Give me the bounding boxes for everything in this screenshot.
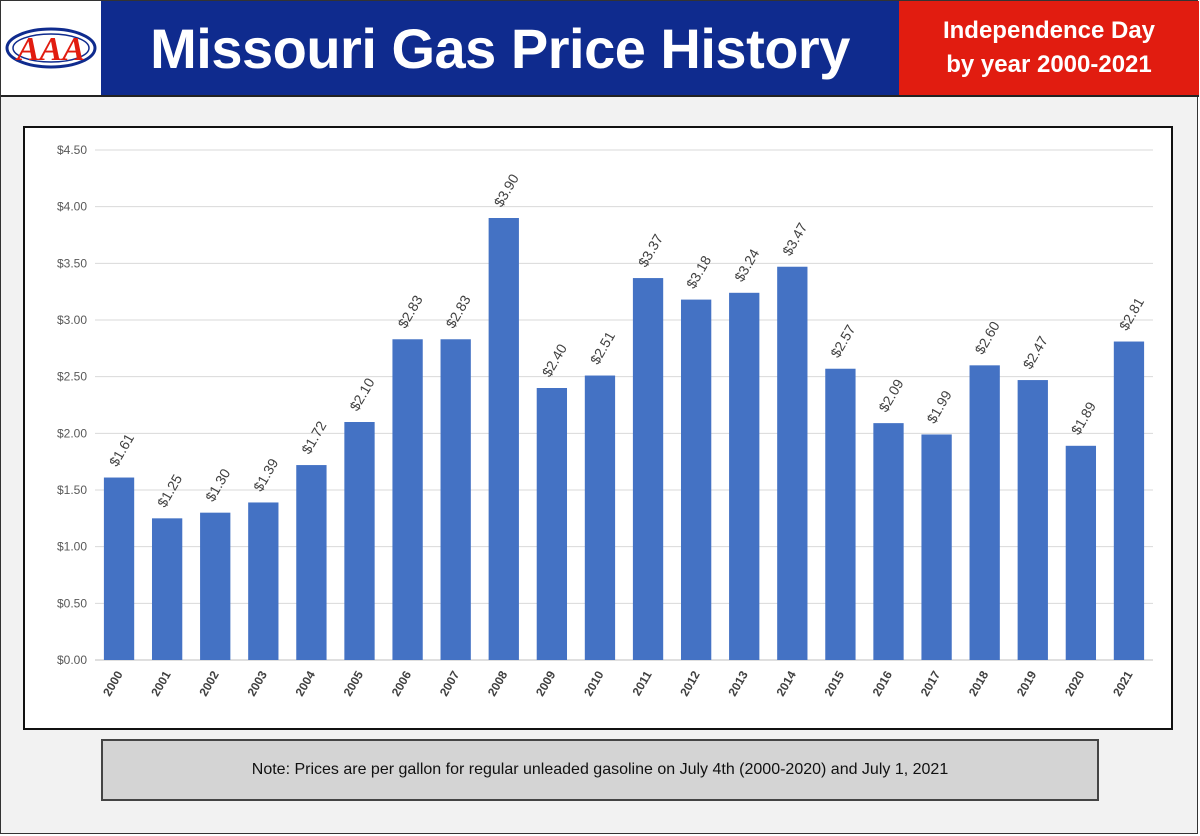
aaa-logo-icon: AAA <box>5 27 97 69</box>
chart-panel: $0.00 $0.50 $1.00 $1.50 $2.00 $2.50 $3.00 $3.50… <box>23 126 1173 730</box>
x-tick-label: 2016 <box>870 668 896 698</box>
bar <box>969 365 1000 660</box>
data-label: $1.99 <box>923 387 954 426</box>
subtitle-box: Independence Day by year 2000-2021 <box>899 1 1199 95</box>
bar-chart: $0.00 $0.50 $1.00 $1.50 $2.00 $2.50 $3.00 $3.50… <box>57 143 1153 699</box>
data-label: $2.09 <box>875 376 906 415</box>
note-box: Note: Prices are per gallon for regular … <box>101 739 1099 801</box>
x-tick-label: 2002 <box>196 668 222 698</box>
data-label: $2.81 <box>1116 295 1147 334</box>
x-tick-label: 2009 <box>533 668 559 698</box>
bar <box>1065 445 1097 660</box>
bar <box>200 512 231 660</box>
x-tick-label: 2008 <box>485 668 511 698</box>
y-tick-label: $2.00 <box>57 426 87 440</box>
bar <box>825 368 856 660</box>
note-text: Note: Prices are per gallon for regular … <box>251 761 949 778</box>
header-banner: AAA Missouri Gas Price History Independe… <box>1 1 1199 97</box>
bar <box>103 477 135 660</box>
bar <box>632 278 664 660</box>
data-label: $1.61 <box>106 431 137 470</box>
page-title: Missouri Gas Price History <box>150 16 850 80</box>
bar <box>536 388 568 660</box>
bar <box>873 423 904 660</box>
bar <box>296 465 327 660</box>
x-tick-label: 2000 <box>100 668 126 698</box>
x-tick-label: 2006 <box>389 668 415 698</box>
bar <box>392 339 423 660</box>
y-tick-label: $0.50 <box>57 596 87 610</box>
data-label: $2.10 <box>346 375 377 414</box>
x-tick-label: 2019 <box>1014 668 1040 698</box>
bar <box>248 502 279 660</box>
x-tick-label: 2005 <box>341 668 367 698</box>
bar <box>921 434 952 660</box>
data-label: $2.57 <box>827 322 858 361</box>
data-label: $1.72 <box>298 418 329 457</box>
data-label: $1.89 <box>1068 399 1099 438</box>
aaa-logo: AAA <box>1 1 101 95</box>
y-tick-label: $1.50 <box>57 483 87 497</box>
subtitle-line-2: by year 2000-2021 <box>946 51 1152 78</box>
x-tick-label: 2003 <box>244 668 270 698</box>
data-label: $3.18 <box>683 253 714 292</box>
x-tick-label: 2004 <box>293 668 319 698</box>
data-label: $2.83 <box>442 292 473 331</box>
bar <box>344 422 375 660</box>
bar <box>584 375 616 660</box>
data-label: $3.24 <box>731 246 762 285</box>
data-label: $2.83 <box>394 292 425 331</box>
data-label: $2.47 <box>1020 333 1051 372</box>
x-tick-label: 2012 <box>677 668 703 698</box>
bar <box>1017 380 1048 660</box>
subtitle-line-1: Independence Day <box>942 17 1156 44</box>
bar <box>488 218 519 660</box>
data-label: $1.39 <box>250 455 281 494</box>
bar <box>680 299 712 660</box>
data-label: $2.40 <box>539 341 570 380</box>
x-tick-label: 2020 <box>1062 668 1088 698</box>
x-tick-label: 2007 <box>437 668 463 698</box>
data-label: $3.47 <box>779 220 810 259</box>
bar <box>777 266 808 660</box>
data-label: $2.60 <box>971 318 1002 357</box>
x-tick-label: 2021 <box>1110 668 1136 698</box>
x-tick-label: 2011 <box>629 668 654 698</box>
data-label: $3.90 <box>491 171 522 210</box>
x-tick-label: 2014 <box>773 668 799 698</box>
y-tick-label: $2.50 <box>57 370 87 384</box>
bar <box>729 292 760 660</box>
x-tick-label: 2015 <box>822 668 848 698</box>
logo-text: AAA <box>15 31 85 68</box>
x-tick-label: 2017 <box>918 668 944 698</box>
bar <box>440 339 471 660</box>
x-tick-label: 2001 <box>148 668 174 698</box>
y-tick-label: $1.00 <box>57 540 87 554</box>
y-tick-label: $3.50 <box>57 256 87 270</box>
data-label: $1.25 <box>154 471 185 510</box>
bar <box>151 518 183 660</box>
y-tick-label: $4.00 <box>57 200 87 214</box>
x-tick-label: 2013 <box>725 668 751 698</box>
x-tick-label: 2010 <box>581 668 607 698</box>
bar <box>1113 341 1145 660</box>
data-label: $1.30 <box>202 466 233 505</box>
y-tick-label: $3.00 <box>57 313 87 327</box>
data-label: $2.51 <box>587 329 618 368</box>
x-tick-label: 2018 <box>966 668 992 698</box>
y-tick-label: $4.50 <box>57 143 87 157</box>
y-tick-label: $0.00 <box>57 653 87 667</box>
